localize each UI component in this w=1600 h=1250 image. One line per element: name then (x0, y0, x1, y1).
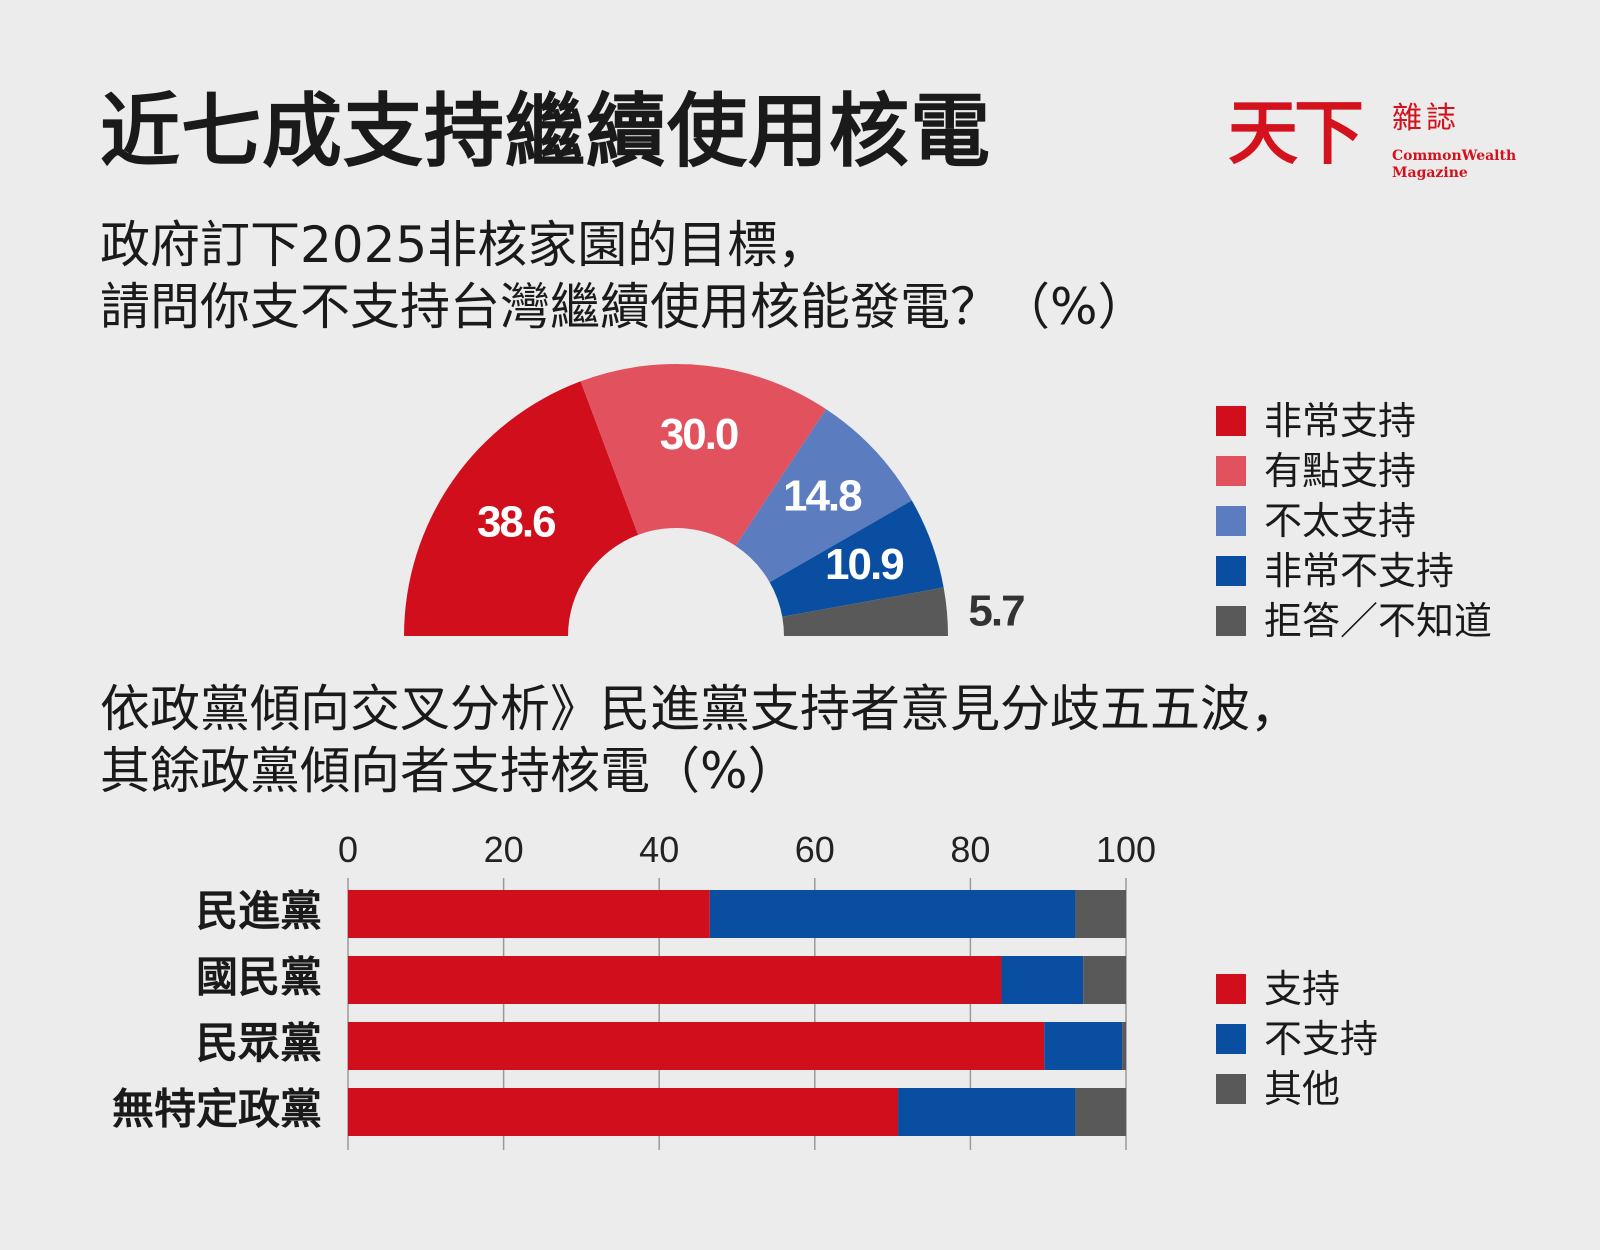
donut-label-very-not-support: 10.9 (825, 540, 903, 589)
donut-legend-item: 非常不支持 (1216, 546, 1492, 596)
legend-swatch (1216, 556, 1246, 586)
logo-magazine-text: 雜誌 (1392, 101, 1460, 136)
legend-label: 非常不支持 (1264, 549, 1455, 593)
bar-segment (348, 1088, 899, 1136)
x-tick-label: 20 (484, 829, 524, 870)
x-tick-label: 100 (1096, 829, 1156, 870)
bar-segment (1075, 1088, 1126, 1136)
x-tick-label: 60 (795, 829, 835, 870)
logo-english-line-1: CommonWealth (1392, 148, 1517, 164)
bar-category-label: 民眾黨 (196, 1019, 322, 1068)
bar-category-label: 無特定政黨 (112, 1085, 322, 1134)
legend-label: 支持 (1264, 967, 1341, 1011)
logo-english-name: CommonWealth Magazine (1392, 148, 1516, 182)
bar-segment (1083, 956, 1126, 1004)
donut-slice-very-not-support (769, 500, 944, 617)
donut-slice-very-support (404, 381, 639, 636)
logo-mark: 天下 (1228, 91, 1364, 174)
bar-legend-item: 其他 (1216, 1064, 1378, 1114)
legend-swatch (1216, 606, 1246, 636)
bar-segment (1122, 1022, 1126, 1070)
donut-label-very-support: 38.6 (477, 498, 555, 547)
legend-swatch (1216, 974, 1246, 1004)
bar-segment (898, 1088, 1076, 1136)
support-half-donut-chart: 38.6 30.0 14.8 10.9 5.7 (404, 364, 1026, 636)
legend-label: 不支持 (1264, 1017, 1379, 1061)
donut-label-somewhat-not-support: 14.8 (783, 472, 862, 521)
legend-swatch (1216, 456, 1246, 486)
chart2-question-line-2: 其餘政黨傾向者支持核電（%） (100, 742, 798, 800)
bar-segment (709, 890, 1076, 938)
bar-segment (1075, 890, 1126, 938)
bar-segment (348, 956, 1002, 1004)
donut-legend-item: 非常支持 (1216, 396, 1492, 446)
bar-legend: 支持 不支持 其他 (1216, 964, 1378, 1114)
bar-legend-item: 不支持 (1216, 1014, 1378, 1064)
bar-segment (348, 1022, 1045, 1070)
donut-slice-somewhat-support (580, 364, 827, 546)
legend-label: 拒答／不知道 (1264, 599, 1493, 643)
donut-legend: 非常支持有點支持不太支持非常不支持拒答／不知道 (1216, 396, 1492, 646)
legend-label: 非常支持 (1264, 399, 1417, 443)
commonwealth-logo: 天下 雜誌 CommonWealth Magazine (1228, 91, 1516, 198)
bar-segment (348, 890, 710, 938)
bar-category-label: 國民黨 (196, 953, 322, 1002)
legend-swatch (1216, 1074, 1246, 1104)
bar-segment (1001, 956, 1084, 1004)
page-title: 近七成支持繼續使用核電 (100, 85, 991, 178)
legend-label: 其他 (1264, 1067, 1341, 1111)
donut-legend-item: 有點支持 (1216, 446, 1492, 496)
x-tick-label: 0 (338, 829, 358, 870)
donut-legend-item: 不太支持 (1216, 496, 1492, 546)
legend-label: 不太支持 (1264, 499, 1417, 543)
legend-swatch (1216, 1024, 1246, 1054)
x-tick-label: 40 (639, 829, 679, 870)
bar-legend-item: 支持 (1216, 964, 1378, 1014)
logo-english-line-2: Magazine (1392, 165, 1468, 181)
donut-label-somewhat-support: 30.0 (660, 410, 738, 459)
x-tick-label: 80 (950, 829, 990, 870)
legend-swatch (1216, 506, 1246, 536)
chart2-question: 依政黨傾向交叉分析》民進黨支持者意見分歧五五波， 其餘政黨傾向者支持核電（%） (100, 678, 1300, 802)
bar-category-label: 民進黨 (196, 887, 322, 936)
chart1-question: 政府訂下2025非核家園的目標， 請問你支不支持台灣繼續使用核能發電？（%） (100, 214, 1148, 338)
donut-slice-somewhat-not-support (735, 409, 912, 583)
donut-legend-item: 拒答／不知道 (1216, 596, 1492, 646)
donut-label-refuse-dont-know: 5.7 (968, 587, 1024, 636)
donut-slice-refuse-dont-know (782, 587, 948, 636)
legend-swatch (1216, 406, 1246, 436)
legend-label: 有點支持 (1264, 449, 1417, 493)
bar-segment (1044, 1022, 1123, 1070)
chart1-question-line-2: 請問你支不支持台灣繼續使用核能發電？（%） (100, 278, 1148, 336)
chart1-question-line-1: 政府訂下2025非核家園的目標， (100, 216, 828, 274)
chart2-question-line-1: 依政黨傾向交叉分析》民進黨支持者意見分歧五五波， (100, 680, 1300, 738)
